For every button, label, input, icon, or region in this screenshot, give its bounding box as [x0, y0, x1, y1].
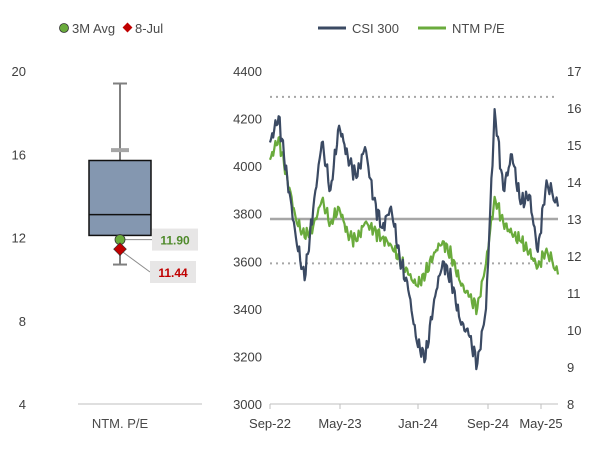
- x-tick-3: Sep-24: [467, 416, 509, 431]
- right-y-tick-5: 13: [567, 212, 581, 227]
- csi300-line: [268, 108, 560, 371]
- right-y-tick-9: 17: [567, 64, 581, 79]
- legend-8jul-label: 8-Jul: [135, 21, 163, 36]
- box-y-tick-0: 4: [19, 397, 26, 412]
- left-y-tick-7: 4400: [233, 64, 262, 79]
- right-y-tick-8: 16: [567, 101, 581, 116]
- last-value-label: 11.44: [158, 266, 188, 280]
- box-category-label: NTM. P/E: [92, 416, 149, 431]
- left-y-tick-2: 3400: [233, 302, 262, 317]
- box-y-tick-3: 16: [12, 147, 26, 162]
- left-y-tick-0: 3000: [233, 397, 262, 412]
- right-y-tick-1: 9: [567, 360, 574, 375]
- left-y-tick-4: 3800: [233, 207, 262, 222]
- left-y-tick-labels: 3000 3200 3400 3600 3800 4000 4200 4400: [233, 64, 262, 412]
- right-y-tick-7: 15: [567, 138, 581, 153]
- ntm-pe-line: [268, 135, 560, 316]
- legend-ntm-pe-label: NTM P/E: [452, 21, 505, 36]
- avg-value-label: 11.90: [160, 234, 190, 248]
- right-y-tick-6: 14: [567, 175, 581, 190]
- box-legend: 3M Avg 8-Jul: [59, 21, 163, 36]
- box-iqr: [88, 159, 152, 237]
- left-y-tick-3: 3600: [233, 254, 262, 269]
- left-y-tick-1: 3200: [233, 349, 262, 364]
- x-tick-0: Sep-22: [249, 416, 291, 431]
- box-plot: 11.90 11.44: [88, 82, 198, 283]
- legend-8jul-marker: [122, 22, 133, 33]
- last-marker: [113, 242, 127, 256]
- line-chart-panel: 3000 3200 3400 3600 3800 4000 4200 4400 8 9 10 11 1…: [233, 64, 581, 431]
- right-y-tick-0: 8: [567, 397, 574, 412]
- right-y-tick-3: 11: [567, 286, 581, 301]
- line-legend: CSI 300 NTM P/E: [318, 21, 505, 36]
- x-tick-2: Jan-24: [398, 416, 438, 431]
- box-y-tick-4: 20: [12, 64, 26, 79]
- legend-3m-avg-marker: [59, 23, 69, 33]
- avg-label-bg: [152, 228, 198, 251]
- x-tick-4: May-25: [519, 416, 562, 431]
- box-plot-panel: 4 8 12 16 20 11.90 11.44 NTM. P/E: [12, 64, 202, 431]
- box-y-tick-labels: 4 8 12 16 20: [12, 64, 26, 412]
- box-y-tick-2: 12: [12, 231, 26, 246]
- legend-csi300-label: CSI 300: [352, 21, 399, 36]
- right-y-tick-2: 10: [567, 323, 581, 338]
- right-y-tick-4: 12: [567, 249, 581, 264]
- legend-3m-avg-label: 3M Avg: [72, 21, 115, 36]
- left-y-tick-6: 4200: [233, 112, 262, 127]
- right-y-tick-labels: 8 9 10 11 12 13 14 15 16 17: [567, 64, 581, 412]
- last-label-bg: [150, 261, 196, 283]
- reference-lines: [270, 95, 558, 265]
- series-lines: [268, 108, 560, 371]
- last-leader-line: [122, 251, 151, 273]
- box-y-tick-1: 8: [19, 314, 26, 329]
- left-y-tick-5: 4000: [233, 159, 262, 174]
- x-tick-1: May-23: [318, 416, 361, 431]
- x-tick-labels: Sep-22 May-23 Jan-24 Sep-24 May-25: [249, 404, 563, 431]
